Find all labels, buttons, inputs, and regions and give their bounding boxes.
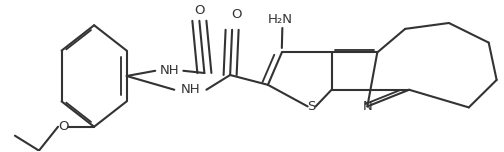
Text: O: O (58, 120, 68, 133)
Text: O: O (231, 8, 241, 21)
Text: NH: NH (180, 83, 200, 96)
Text: NH: NH (159, 64, 179, 77)
Text: O: O (194, 4, 205, 17)
Text: H₂N: H₂N (267, 13, 292, 26)
Text: S: S (307, 100, 316, 113)
Text: N: N (362, 100, 372, 113)
